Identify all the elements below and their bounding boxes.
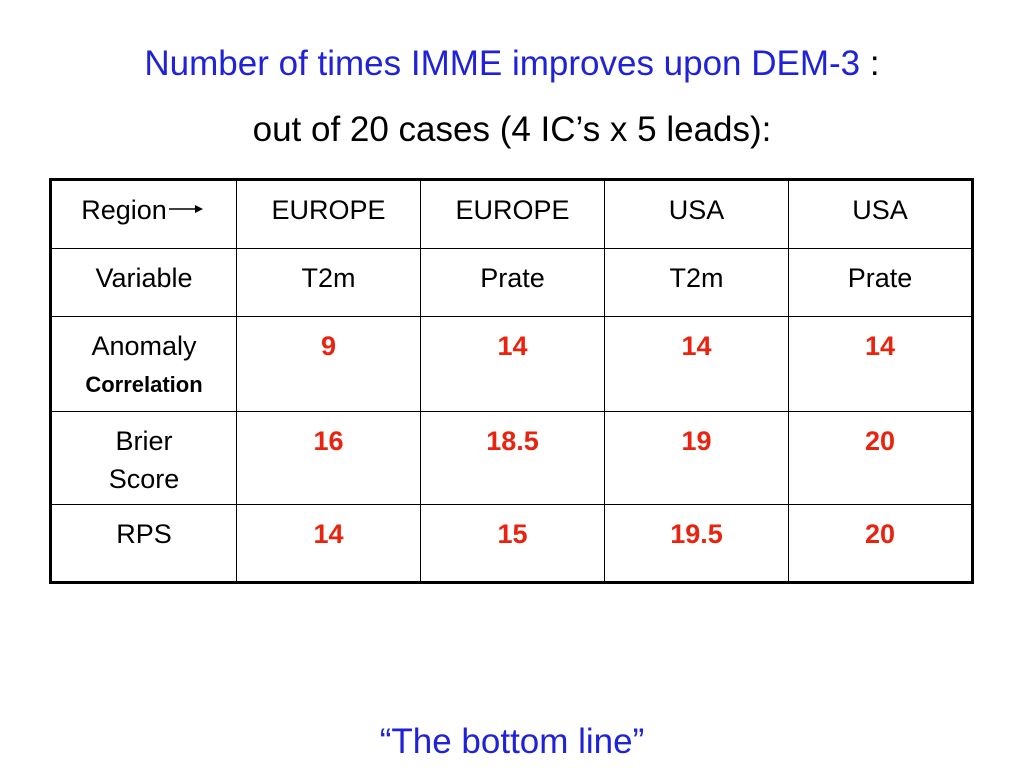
anomaly-label: Anomaly xyxy=(91,331,197,361)
variable-cell: T2m xyxy=(236,248,421,317)
value-cell: 20 xyxy=(788,504,973,583)
region-cell: USA xyxy=(788,179,973,249)
table-row-variable: Variable T2m Prate T2m Prate xyxy=(50,248,973,317)
row-header-region: Region xyxy=(50,179,237,249)
region-cell: USA xyxy=(604,179,789,249)
value-cell: 14 xyxy=(420,316,605,412)
row-header-rps: RPS xyxy=(50,504,237,583)
table-row-anomaly-correlation: Anomaly Correlation 9 14 14 14 xyxy=(50,316,973,412)
row-header-brier-score: Brier Score xyxy=(50,411,237,505)
variable-cell: T2m xyxy=(604,248,789,317)
region-cell: EUROPE xyxy=(420,179,605,249)
value-cell: 20 xyxy=(788,411,973,505)
value-cell: 14 xyxy=(604,316,789,412)
value-cell: 19.5 xyxy=(604,504,789,583)
title-line-1: Number of times IMME improves upon DEM-3… xyxy=(0,40,1024,88)
value-cell: 18.5 xyxy=(420,411,605,505)
row-header-anomaly-correlation: Anomaly Correlation xyxy=(50,316,237,412)
value-cell: 14 xyxy=(236,504,421,583)
title-line-2: out of 20 cases (4 IC’s x 5 leads): xyxy=(252,110,772,149)
table-row-region: Region EUROPE EUROPE USA USA xyxy=(50,179,973,249)
correlation-label: Correlation xyxy=(85,372,203,397)
value-cell: 19 xyxy=(604,411,789,505)
value-cell: 14 xyxy=(788,316,973,412)
region-cell: EUROPE xyxy=(236,179,421,249)
value-cell: 16 xyxy=(236,411,421,505)
footer-caption: “The bottom line” xyxy=(379,722,645,761)
title-main: Number of times IMME improves upon DEM-3 xyxy=(144,44,861,83)
title-suffix: : xyxy=(860,44,880,83)
row-header-variable: Variable xyxy=(50,248,237,317)
table-row-rps: RPS 14 15 19.5 20 xyxy=(50,504,973,583)
results-table: Region EUROPE EUROPE USA USA Variable T2… xyxy=(49,178,974,584)
right-arrow-icon xyxy=(168,205,203,213)
variable-cell: Prate xyxy=(420,248,605,317)
value-cell: 9 xyxy=(236,316,421,412)
variable-cell: Prate xyxy=(788,248,973,317)
value-cell: 15 xyxy=(420,504,605,583)
region-label: Region xyxy=(81,195,167,225)
table-row-brier-score: Brier Score 16 18.5 19 20 xyxy=(50,411,973,505)
